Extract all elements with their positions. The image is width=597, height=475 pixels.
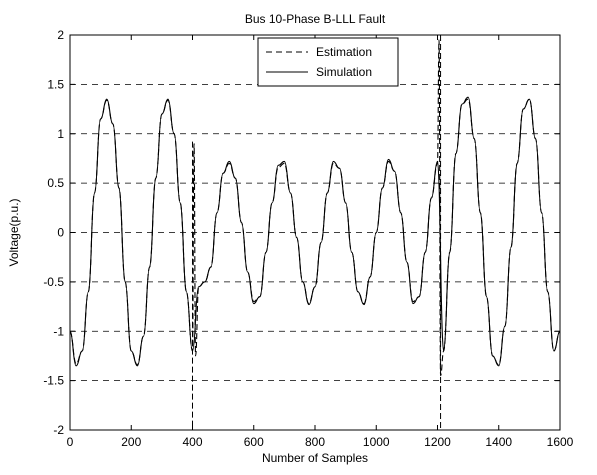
y-axis-label: Voltage(p.u.) (7, 198, 21, 266)
x-tick-label: 0 (67, 435, 74, 449)
y-tick-label: -0.5 (43, 275, 64, 289)
legend-label-simulation: Simulation (316, 65, 372, 79)
x-tick-label: 1200 (424, 435, 451, 449)
gridlines (70, 83, 560, 382)
series-line-simulation (69, 96, 561, 367)
legend-label-estimation: Estimation (316, 45, 372, 59)
x-tick-label: 1400 (485, 435, 512, 449)
series-line-estimation (69, 39, 561, 377)
legend: Estimation Simulation (257, 37, 399, 87)
y-tick-label: 1.5 (47, 77, 64, 91)
y-tick-label: -2 (53, 423, 64, 437)
y-axis-ticks: -2 -1.5 -1 -0.5 0 0.5 1 1.5 2 (43, 28, 560, 437)
y-tick-label: 2 (57, 28, 64, 42)
x-axis-ticks: 0 200 400 600 800 1000 1200 1400 1600 (67, 35, 574, 449)
plot-lines (69, 35, 561, 430)
x-tick-label: 200 (121, 435, 141, 449)
x-axis-label: Number of Samples (262, 451, 368, 465)
axes-frame (69, 34, 561, 431)
y-tick-label: 0 (57, 226, 64, 240)
chart-title: Bus 10-Phase B-LLL Fault (245, 12, 386, 26)
x-tick-label: 1000 (363, 435, 390, 449)
x-tick-label: 800 (305, 435, 325, 449)
legend-box (257, 37, 399, 87)
y-tick-label: 0.5 (47, 176, 64, 190)
y-tick-label: -1 (53, 324, 64, 338)
y-tick-label: 1 (57, 127, 64, 141)
x-tick-label: 400 (182, 435, 202, 449)
x-tick-label: 1600 (547, 435, 574, 449)
y-tick-label: -1.5 (43, 374, 64, 388)
x-tick-label: 600 (244, 435, 264, 449)
